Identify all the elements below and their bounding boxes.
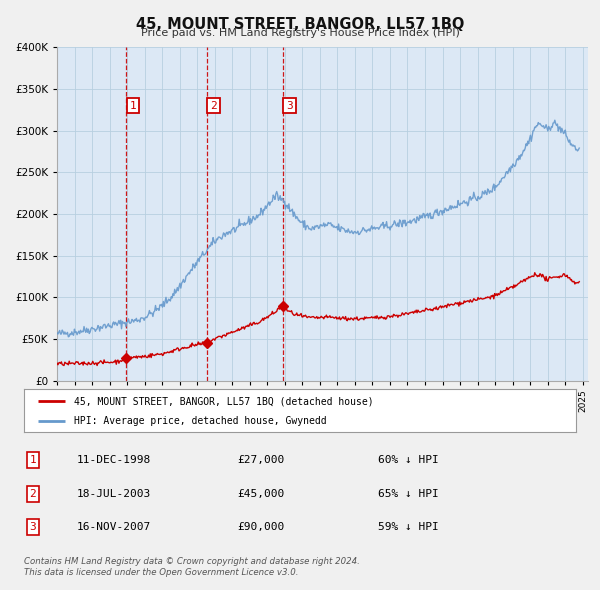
Text: 59% ↓ HPI: 59% ↓ HPI xyxy=(377,522,439,532)
Text: 2: 2 xyxy=(29,489,37,499)
Text: 1: 1 xyxy=(130,100,136,110)
Text: 16-NOV-2007: 16-NOV-2007 xyxy=(77,522,151,532)
Text: 18-JUL-2003: 18-JUL-2003 xyxy=(77,489,151,499)
Text: 45, MOUNT STREET, BANGOR, LL57 1BQ: 45, MOUNT STREET, BANGOR, LL57 1BQ xyxy=(136,17,464,31)
Text: 2: 2 xyxy=(210,100,217,110)
Text: 11-DEC-1998: 11-DEC-1998 xyxy=(77,455,151,465)
Text: Price paid vs. HM Land Registry's House Price Index (HPI): Price paid vs. HM Land Registry's House … xyxy=(140,28,460,38)
Text: 65% ↓ HPI: 65% ↓ HPI xyxy=(377,489,439,499)
Text: 45, MOUNT STREET, BANGOR, LL57 1BQ (detached house): 45, MOUNT STREET, BANGOR, LL57 1BQ (deta… xyxy=(74,396,373,407)
Text: Contains HM Land Registry data © Crown copyright and database right 2024.: Contains HM Land Registry data © Crown c… xyxy=(24,558,360,566)
Text: 1: 1 xyxy=(29,455,37,465)
Text: £90,000: £90,000 xyxy=(238,522,284,532)
Text: 3: 3 xyxy=(29,522,37,532)
Text: HPI: Average price, detached house, Gwynedd: HPI: Average price, detached house, Gwyn… xyxy=(74,417,326,426)
Text: £45,000: £45,000 xyxy=(238,489,284,499)
Text: £27,000: £27,000 xyxy=(238,455,284,465)
Text: This data is licensed under the Open Government Licence v3.0.: This data is licensed under the Open Gov… xyxy=(24,568,299,577)
Text: 3: 3 xyxy=(286,100,293,110)
Text: 60% ↓ HPI: 60% ↓ HPI xyxy=(377,455,439,465)
